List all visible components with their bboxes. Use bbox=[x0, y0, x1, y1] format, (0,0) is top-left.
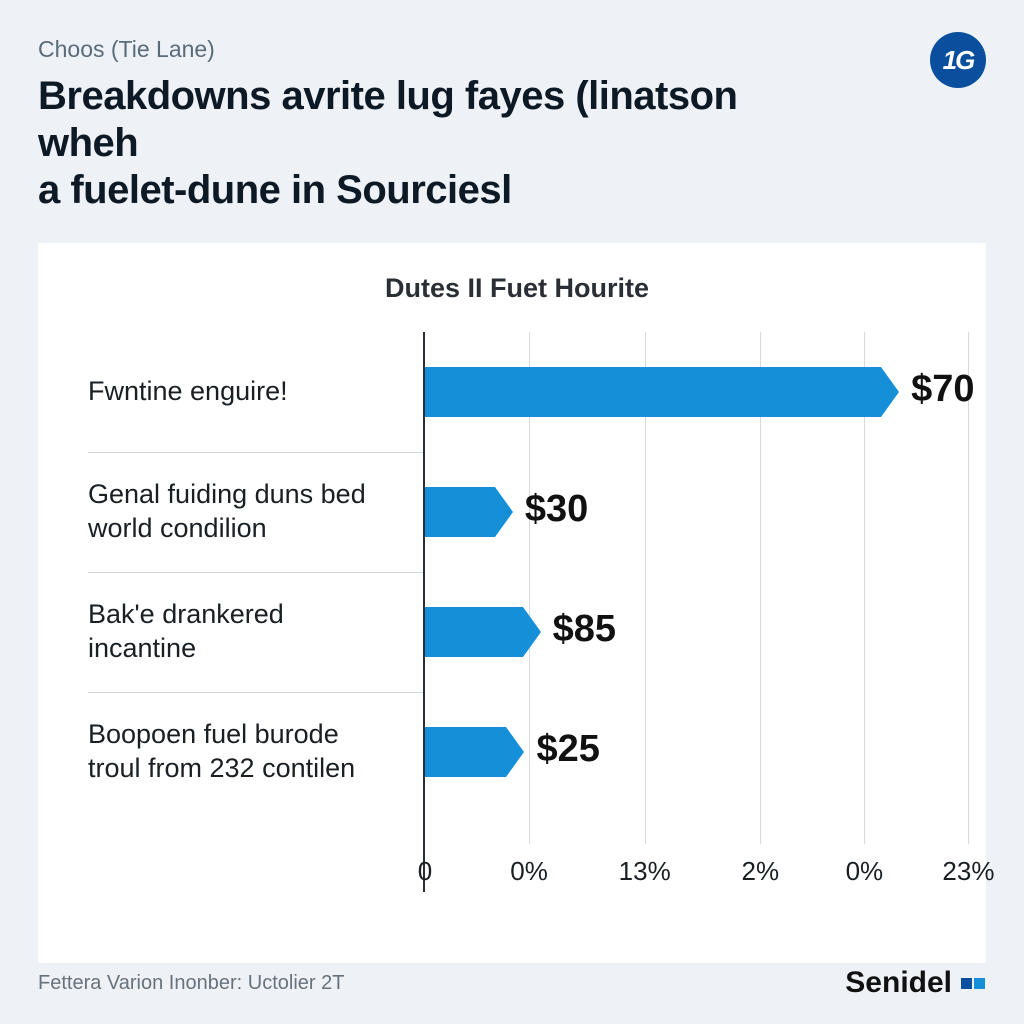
bar-label-3: Boopoen fuel burode troul from 232 conti… bbox=[88, 718, 375, 786]
bar-label-0-l1: Fwntine enguire! bbox=[88, 376, 288, 406]
x-tick-5: 23% bbox=[942, 856, 994, 887]
y-axis-labels: Fwntine enguire! Genal fuiding duns bed … bbox=[88, 332, 423, 892]
x-tick-2: 13% bbox=[619, 856, 671, 887]
chart-plot: Fwntine enguire! Genal fuiding duns bed … bbox=[88, 332, 946, 892]
bar-1 bbox=[425, 487, 495, 537]
brand-name: Senidel bbox=[845, 966, 952, 1000]
bar-value-0: $70 bbox=[911, 368, 974, 411]
x-tick-0: 0 bbox=[418, 856, 432, 887]
x-tick-1: 0% bbox=[510, 856, 548, 887]
bar-label-1-l2: world condilion bbox=[88, 513, 267, 543]
bar-2 bbox=[425, 607, 523, 657]
eyebrow-text: Choos (Tie Lane) bbox=[38, 36, 986, 63]
x-axis: 00%13%2%0%23% bbox=[425, 844, 946, 892]
x-tick-4: 0% bbox=[846, 856, 884, 887]
bar-label-0: Fwntine enguire! bbox=[88, 375, 308, 409]
brand-badge-icon: 1G bbox=[930, 32, 986, 88]
bar-label-1-l1: Genal fuiding duns bed bbox=[88, 479, 366, 509]
source-text: Fettera Varion Inonber: Uctolier 2T bbox=[38, 972, 344, 995]
bars-area: 00%13%2%0%23% $70$30$85$25 bbox=[423, 332, 946, 892]
brand-wordmark: Senidel bbox=[845, 966, 986, 1000]
headline-line-1: Breakdowns avrite lug fayes (linatson wh… bbox=[38, 74, 738, 165]
chart-card: Dutes II Fuet Hourite Fwntine enguire! G… bbox=[38, 243, 986, 963]
bar-label-3-l2: troul from 232 contilen bbox=[88, 753, 355, 783]
bar-label-2-l2: incantine bbox=[88, 633, 196, 663]
bar-value-1: $30 bbox=[525, 488, 588, 531]
chart-title: Dutes II Fuet Hourite bbox=[88, 273, 946, 304]
headline-line-2: a fuelet-dune in Sourciesl bbox=[38, 168, 512, 212]
x-tick-3: 2% bbox=[742, 856, 780, 887]
bar-3 bbox=[425, 727, 506, 777]
brand-squares-icon bbox=[960, 977, 986, 990]
bar-value-3: $25 bbox=[536, 728, 599, 771]
bar-label-2: Bak'e drankered incantine bbox=[88, 598, 304, 666]
bar-label-2-l1: Bak'e drankered bbox=[88, 599, 284, 629]
footer: Fettera Varion Inonber: Uctolier 2T Seni… bbox=[38, 966, 986, 1000]
bar-label-1: Genal fuiding duns bed world condilion bbox=[88, 478, 386, 546]
bar-value-2: $85 bbox=[553, 608, 616, 651]
bar-0 bbox=[425, 367, 881, 417]
bar-label-3-l1: Boopoen fuel burode bbox=[88, 719, 339, 749]
page-title: Breakdowns avrite lug fayes (linatson wh… bbox=[38, 73, 758, 215]
